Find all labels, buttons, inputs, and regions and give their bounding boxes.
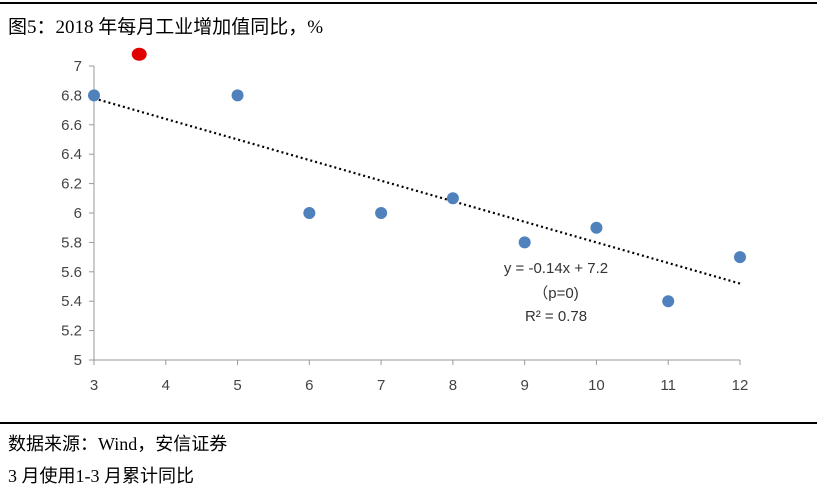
y-tick-label: 6.6	[61, 117, 82, 134]
trendline-group	[93, 97, 741, 285]
x-tick-label: 11	[660, 377, 676, 394]
chart-title: 图5：2018 年每月工业增加值同比，%	[8, 17, 324, 38]
data-point	[518, 236, 531, 249]
y-tick-label: 5.4	[61, 293, 82, 310]
y-tick-label: 5	[74, 352, 82, 369]
tick-labels: 5 5.2 5.4 5.6 5.8 6 6.2 6.4 6.6 6.8 7 3 4 5 6 7 8 9 10 11 12	[61, 58, 748, 394]
axes	[89, 65, 741, 365]
x-tick-label: 12	[732, 377, 749, 394]
data-point	[88, 89, 100, 102]
data-point	[662, 295, 675, 308]
x-tick-label: 7	[377, 377, 385, 394]
y-tick-label: 5.6	[61, 264, 82, 281]
highlight-marker	[131, 47, 147, 61]
x-tick-label: 10	[588, 377, 605, 394]
y-tick-label: 5.2	[61, 323, 82, 340]
x-tick-label: 6	[305, 377, 313, 394]
x-tick-label: 3	[90, 377, 98, 394]
y-tick-label: 6.4	[61, 146, 82, 163]
trendline-annotation: y = -0.14x + 7.2 （p=0) R² = 0.78	[504, 260, 608, 325]
data-point	[446, 192, 459, 205]
source-note: 数据来源：Wind，安信证券	[8, 434, 228, 454]
chart-area: 5 5.2 5.4 5.6 5.8 6 6.2 6.4 6.6 6.8 7 3 4 5 6 7 8 9 10 11 12…	[0, 40, 817, 422]
data-point	[590, 221, 603, 234]
trendline	[93, 97, 741, 285]
bottom-rule	[0, 422, 817, 424]
footnote: 3 月使用1-3 月累计同比	[8, 466, 194, 486]
y-tick-label: 6.8	[61, 87, 82, 104]
y-tick-label: 6.2	[61, 176, 82, 193]
trendline-equation: y = -0.14x + 7.2	[504, 260, 608, 277]
trendline-p-value: （p=0)	[533, 285, 578, 302]
x-tick-label: 4	[162, 377, 170, 394]
y-tick-label: 6	[74, 205, 82, 222]
y-tick-label: 7	[74, 58, 82, 75]
x-tick-label: 8	[449, 377, 457, 394]
x-tick-label: 5	[233, 377, 241, 394]
trendline-r-squared: R² = 0.78	[525, 308, 587, 325]
top-rule	[0, 2, 817, 4]
data-point	[303, 207, 316, 219]
data-points	[88, 47, 746, 308]
x-tick-label: 9	[520, 377, 528, 394]
data-point	[375, 207, 388, 219]
y-tick-label: 5.8	[61, 234, 82, 251]
data-point	[231, 89, 244, 102]
scatter-chart: 5 5.2 5.4 5.6 5.8 6 6.2 6.4 6.6 6.8 7 3 4 5 6 7 8 9 10 11 12…	[61, 47, 748, 394]
data-point	[734, 251, 746, 264]
